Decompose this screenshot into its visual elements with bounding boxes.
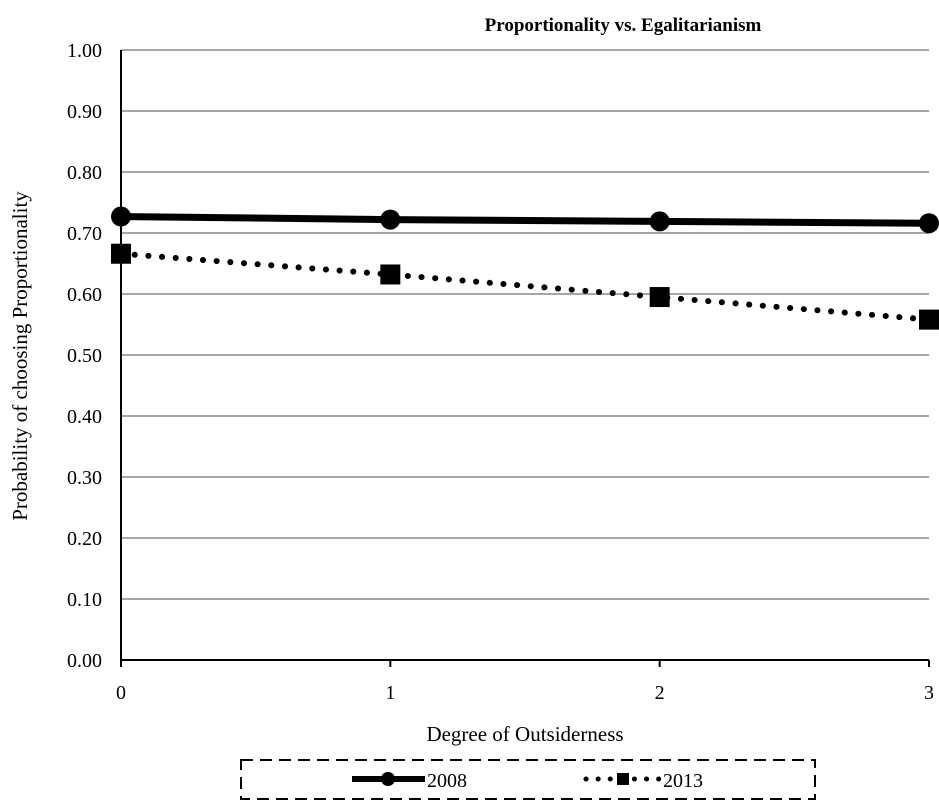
y-tick-label: 0.30	[67, 467, 102, 489]
legend-marker-2008	[381, 772, 395, 786]
legend-marker-2013	[617, 773, 629, 785]
data-point	[111, 206, 131, 227]
y-tick-label: 0.10	[67, 589, 102, 611]
data-point	[919, 309, 939, 330]
y-tick-label: 0.20	[67, 528, 102, 550]
legend-frame	[240, 759, 816, 800]
x-tick-labels: 0 1 2 3	[116, 682, 934, 704]
x-tick-label: 0	[116, 682, 126, 704]
axes	[120, 50, 930, 667]
series-2008	[111, 206, 939, 234]
y-tick-labels: 0.00 0.10 0.20 0.30 0.40 0.50 0.60 0.70 0.80 0.90…	[67, 40, 102, 672]
x-axis-title: Degree of Outsiderness	[426, 722, 623, 746]
y-tick-label: 1.00	[67, 40, 102, 62]
series-2013	[111, 243, 939, 330]
y-tick-label: 0.90	[67, 101, 102, 123]
data-point	[919, 213, 939, 234]
x-tick-label: 1	[385, 682, 395, 704]
legend-label-2013: 2013	[663, 770, 703, 792]
legend-label-2008: 2008	[427, 770, 467, 792]
series-line-2008	[120, 213, 930, 227]
data-point	[380, 209, 401, 230]
x-tick-label: 3	[924, 682, 934, 704]
y-tick-label: 0.70	[67, 223, 102, 245]
series-layer	[111, 206, 939, 330]
y-tick-label: 0.80	[67, 162, 102, 184]
y-tick-label: 0.60	[67, 284, 102, 306]
legend-item-2008: 2008	[352, 770, 467, 792]
y-tick-label: 0.00	[67, 650, 102, 672]
legend: 2008 2013	[240, 759, 816, 800]
data-point	[649, 287, 670, 308]
gridlines	[121, 49, 929, 600]
x-tick-label: 2	[655, 682, 665, 704]
data-point	[111, 243, 131, 264]
legend-item-2013: 2013	[583, 770, 703, 792]
data-point	[649, 211, 670, 232]
y-tick-label: 0.40	[67, 406, 102, 428]
data-point	[380, 264, 401, 285]
series-line-2013	[118, 250, 932, 323]
y-axis-title: Probability of choosing Proportionality	[8, 191, 32, 521]
y-tick-label: 0.50	[67, 345, 102, 367]
chart-title: Proportionality vs. Egalitarianism	[485, 15, 762, 36]
